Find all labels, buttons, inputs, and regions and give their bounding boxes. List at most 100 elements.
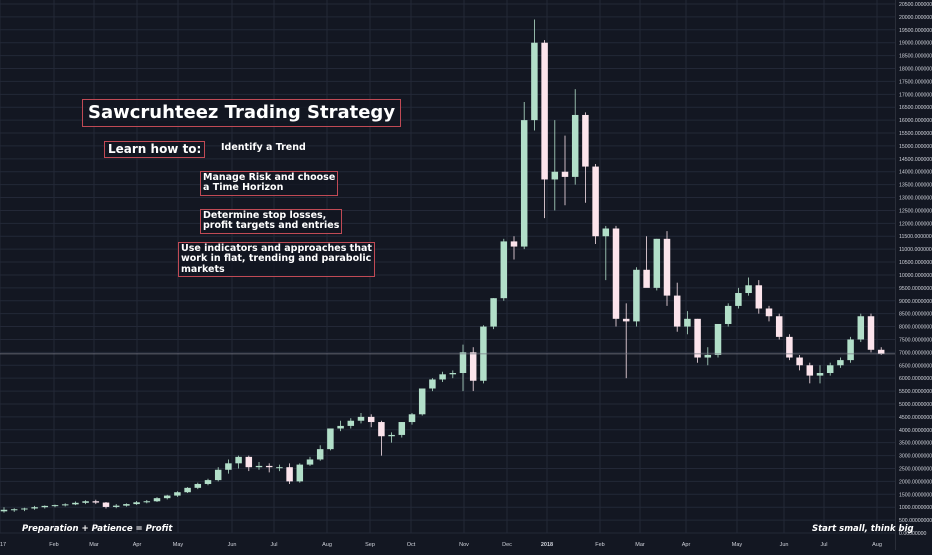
time-tick-label: Jun	[228, 542, 237, 548]
time-tick-label: 2018	[541, 542, 553, 548]
candle-body-up	[327, 428, 334, 450]
candle-body-up	[816, 373, 824, 376]
candle-body-up	[235, 456, 242, 464]
candle-body-down	[286, 467, 293, 482]
manage-risk-note[interactable]: Manage Risk and choose a Time Horizon	[200, 171, 339, 196]
candle-body-down	[92, 501, 100, 503]
candle-body-down	[673, 295, 681, 327]
candle-body-up	[204, 480, 212, 484]
indicators-line-2: work in flat, trending and parabolic	[181, 253, 372, 265]
time-tick-label: May	[732, 542, 743, 548]
candle-body-down	[663, 238, 671, 296]
candle-body-up	[357, 416, 365, 421]
price-tick-label: 19500.00000000	[899, 28, 932, 34]
time-tick-label: Jul	[820, 542, 827, 548]
time-tick-label: Oct	[407, 542, 416, 548]
price-tick-label: 9500.00000000	[899, 286, 932, 292]
candle-body-down	[867, 316, 875, 350]
candle-body-up	[745, 285, 752, 294]
price-tick-label: 7500.00000000	[899, 337, 932, 343]
price-tick-label: 20500.00000000	[899, 2, 932, 8]
stop-loss-line-1: Determine stop losses,	[203, 210, 327, 221]
price-tick-label: 1000.00000000	[899, 505, 932, 511]
price-tick-label: 1500.00000000	[899, 492, 932, 498]
candle-body-up	[174, 492, 181, 496]
price-tick-label: 17000.00000000	[899, 92, 932, 98]
candle-body-down	[367, 416, 375, 423]
candle-body-up	[571, 114, 579, 177]
price-tick-label: 11000.00000000	[899, 247, 932, 253]
candle-body-up	[714, 323, 722, 355]
price-tick-label: 20000.00000000	[899, 15, 932, 21]
candle-body-down	[775, 316, 783, 337]
candle-body-up	[10, 509, 18, 511]
candlestick-series	[0, 19, 885, 513]
strategy-title-box[interactable]: Sawcruhteez Trading Strategy	[82, 99, 402, 127]
candle-body-down	[622, 318, 630, 322]
candle-body-up	[826, 365, 834, 374]
candle-body-up	[408, 414, 416, 423]
price-tick-label: 2500.00000000	[899, 466, 932, 472]
price-axis[interactable]: 0.00000000 500.00000000 1000.00000000 1500.…	[895, 0, 932, 550]
price-tick-label: 10500.00000000	[899, 260, 932, 266]
candle-body-down	[877, 349, 885, 354]
price-tick-label: 13500.00000000	[899, 183, 932, 189]
candle-body-up	[704, 354, 712, 358]
learn-how-label: Learn how to:	[108, 142, 202, 156]
price-tick-label: 500.00000000	[899, 518, 932, 524]
candle-body-down	[643, 269, 650, 288]
price-tick-label: 3500.00000000	[899, 441, 932, 447]
price-tick-label: 5000.00000000	[899, 402, 932, 408]
candle-body-up	[112, 505, 120, 507]
candle-body-up	[398, 422, 406, 435]
candle-body-up	[653, 238, 661, 288]
candle-body-up	[214, 469, 222, 481]
stop-loss-note[interactable]: Determine stop losses, profit targets an…	[200, 209, 343, 234]
price-tick-label: 4500.00000000	[899, 415, 932, 421]
time-tick-label: Jun	[780, 542, 789, 548]
candle-body-up	[418, 388, 426, 415]
candle-body-up	[347, 420, 355, 426]
price-tick-label: 11500.00000000	[899, 234, 932, 240]
candle-body-up	[184, 487, 191, 493]
manage-risk-line-1: Manage Risk and choose	[203, 172, 336, 183]
candle-body-down	[694, 318, 701, 358]
candle-body-down	[612, 228, 620, 319]
price-tick-label: 15000.00000000	[899, 144, 932, 150]
indicators-note[interactable]: Use indicators and approaches that work …	[178, 242, 375, 278]
candle-body-down	[592, 166, 599, 237]
candle-body-up	[276, 467, 283, 469]
time-tick-label: Aug	[322, 542, 332, 548]
candle-body-up	[163, 495, 171, 499]
identify-trend-note[interactable]: Identify a Trend	[219, 142, 308, 154]
candle-body-down	[469, 352, 477, 381]
candle-body-up	[459, 352, 467, 374]
time-tick-label: Feb	[595, 542, 604, 548]
time-tick-label: Dec	[502, 542, 512, 548]
candle-body-down	[510, 241, 518, 247]
indicators-line-1: Use indicators and approaches that	[181, 243, 372, 254]
time-axis[interactable]: 17 Feb Mar Apr May Jun Jul Aug Sep Oct Nov Dec 2018 F…	[0, 542, 882, 548]
time-tick-label: Mar	[89, 542, 99, 548]
candle-body-up	[21, 508, 28, 510]
price-tick-label: 7000.00000000	[899, 350, 932, 356]
candle-body-up	[41, 505, 49, 508]
price-tick-label: 8500.00000000	[899, 312, 932, 318]
price-tick-label: 3000.00000000	[899, 454, 932, 460]
price-tick-label: 14500.00000000	[899, 157, 932, 163]
candle-body-up	[490, 298, 497, 327]
candle-body-down	[786, 336, 793, 358]
price-tick-label: 12000.00000000	[899, 221, 932, 227]
candle-body-down	[561, 171, 569, 177]
price-tick-label: 13000.00000000	[899, 196, 932, 202]
price-tick-label: 15500.00000000	[899, 131, 932, 137]
time-tick-label: Jul	[270, 542, 277, 548]
time-tick-label: Aug	[872, 542, 882, 548]
candle-body-down	[806, 365, 814, 376]
time-tick-label: Apr	[682, 542, 691, 548]
learn-how-box[interactable]: Learn how to:	[104, 141, 206, 159]
candle-body-up	[837, 360, 844, 366]
candle-body-up	[847, 339, 854, 361]
